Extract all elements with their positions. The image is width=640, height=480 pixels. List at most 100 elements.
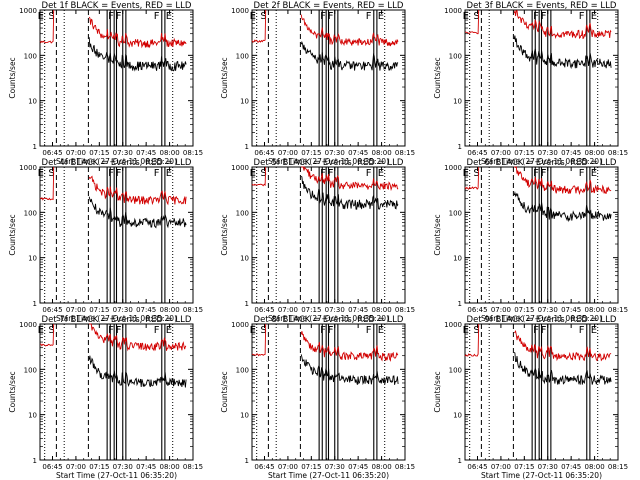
lld-curve xyxy=(513,9,612,40)
marker-f-label: F xyxy=(320,325,326,336)
marker-e-label: E xyxy=(463,168,469,179)
panel-title: Det 6f BLACK = Events, RED = LLD xyxy=(467,158,617,168)
x-tick-label: 08:15 xyxy=(608,306,628,314)
events-curve xyxy=(88,196,187,229)
x-tick-label: 07:30 xyxy=(113,463,133,471)
marker-f-label: F xyxy=(579,11,585,22)
y-tick-label: 10 xyxy=(453,255,462,263)
marker-e-label: E xyxy=(378,168,384,179)
x-tick-label: 07:15 xyxy=(89,149,109,157)
panel-title: Det 8f BLACK = Events, RED = LLD xyxy=(254,315,404,325)
marker-f-label: F xyxy=(327,11,333,22)
panel-title: Det 7f BLACK = Events, RED = LLD xyxy=(42,315,192,325)
x-axis-label: Start Time (27-Oct-11 06:35:20) xyxy=(268,157,389,166)
lld-curve-pre xyxy=(39,166,55,201)
events-curve xyxy=(300,40,399,71)
y-tick-label: 10 xyxy=(453,98,462,106)
lld-curve-pre xyxy=(39,9,55,44)
x-tick-label: 07:45 xyxy=(348,149,368,157)
x-tick-label: 07:15 xyxy=(514,149,534,157)
marker-f-label: F xyxy=(366,168,372,179)
events-curve xyxy=(88,37,187,72)
x-tick-label: 07:30 xyxy=(113,149,133,157)
y-axis-label: Counts/sec xyxy=(8,57,17,98)
lld-curve xyxy=(301,166,399,192)
marker-f-label: F xyxy=(533,168,539,179)
marker-e-label: E xyxy=(250,325,256,336)
lld-curve-pre xyxy=(39,323,55,347)
x-tick-label: 08:00 xyxy=(584,149,604,157)
lld-curve-pre xyxy=(251,9,267,43)
events-curve xyxy=(300,354,399,386)
x-tick-label: 08:00 xyxy=(371,463,391,471)
y-tick-label: 100 xyxy=(449,52,462,60)
x-axis-label: Start Time (27-Oct-11 06:35:20) xyxy=(56,471,177,480)
lld-curve-pre xyxy=(251,323,267,357)
y-tick-label: 10 xyxy=(453,412,462,420)
x-tick-label: 08:15 xyxy=(183,149,203,157)
marker-f-label: F xyxy=(328,325,334,336)
x-tick-label: 07:45 xyxy=(348,463,368,471)
lld-curve xyxy=(514,330,612,362)
panel-title: Det 3f BLACK = Events, RED = LLD xyxy=(467,1,617,11)
y-tick-label: 100 xyxy=(236,366,249,374)
y-tick-label: 1 xyxy=(458,457,462,465)
x-tick-label: 06:45 xyxy=(467,306,487,314)
y-tick-label: 1000 xyxy=(444,164,462,172)
marker-e-label: E xyxy=(378,325,384,336)
x-tick-label: 07:30 xyxy=(538,306,558,314)
marker-f-label: F xyxy=(327,325,333,336)
events-curve xyxy=(300,175,399,210)
x-tick-label: 08:00 xyxy=(584,463,604,471)
marker-e-label: E xyxy=(166,11,172,22)
y-tick-label: 1000 xyxy=(19,164,37,172)
marker-f-label: F xyxy=(116,11,122,22)
marker-s-label: S xyxy=(48,11,54,22)
x-tick-label: 07:45 xyxy=(136,149,156,157)
x-tick-label: 06:45 xyxy=(42,463,62,471)
panel-det-8: Det 8f BLACK = Events, RED = LLD 1 10 100 10… xyxy=(220,315,415,480)
marker-e-label: E xyxy=(378,11,384,22)
x-tick-label: 08:00 xyxy=(159,306,179,314)
marker-e-label: E xyxy=(591,168,597,179)
x-tick-label: 06:45 xyxy=(254,306,274,314)
marker-f-label: F xyxy=(154,168,160,179)
y-tick-label: 1 xyxy=(33,300,37,308)
x-tick-label: 07:30 xyxy=(113,306,133,314)
x-tick-label: 08:00 xyxy=(159,149,179,157)
x-tick-label: 07:00 xyxy=(491,463,511,471)
marker-e-label: E xyxy=(166,325,172,336)
y-tick-label: 1000 xyxy=(231,7,249,15)
x-axis-label: Start Time (27-Oct-11 06:35:20) xyxy=(481,157,602,166)
x-tick-label: 07:30 xyxy=(538,463,558,471)
x-axis-label: Start Time (27-Oct-11 06:35:20) xyxy=(56,157,177,166)
y-tick-label: 1 xyxy=(33,143,37,151)
x-tick-label: 07:30 xyxy=(538,149,558,157)
y-tick-label: 1 xyxy=(458,143,462,151)
x-tick-label: 07:45 xyxy=(561,463,581,471)
y-tick-label: 10 xyxy=(28,98,37,106)
marker-e-label: E xyxy=(38,325,44,336)
panel-det-1: Det 1f BLACK = Events, RED = LLD 1 10 100 10… xyxy=(8,1,203,166)
x-tick-label: 07:00 xyxy=(278,149,298,157)
x-tick-label: 07:15 xyxy=(514,463,534,471)
y-tick-label: 10 xyxy=(240,98,249,106)
x-tick-label: 07:00 xyxy=(491,306,511,314)
x-tick-label: 08:15 xyxy=(608,149,628,157)
marker-s-label: S xyxy=(260,11,266,22)
marker-f-label: F xyxy=(540,325,546,336)
y-tick-label: 1000 xyxy=(19,7,37,15)
lld-curve-pre xyxy=(251,166,267,187)
marker-f-label: F xyxy=(116,168,122,179)
marker-f-label: F xyxy=(366,11,372,22)
x-tick-label: 07:00 xyxy=(278,306,298,314)
y-tick-label: 10 xyxy=(28,255,37,263)
marker-f-label: F xyxy=(327,168,333,179)
x-tick-label: 08:00 xyxy=(159,463,179,471)
x-tick-label: 06:45 xyxy=(254,463,274,471)
y-axis-label: Counts/sec xyxy=(8,214,17,255)
x-tick-label: 07:00 xyxy=(66,149,86,157)
marker-f-label: F xyxy=(541,325,547,336)
marker-f-label: F xyxy=(540,168,546,179)
